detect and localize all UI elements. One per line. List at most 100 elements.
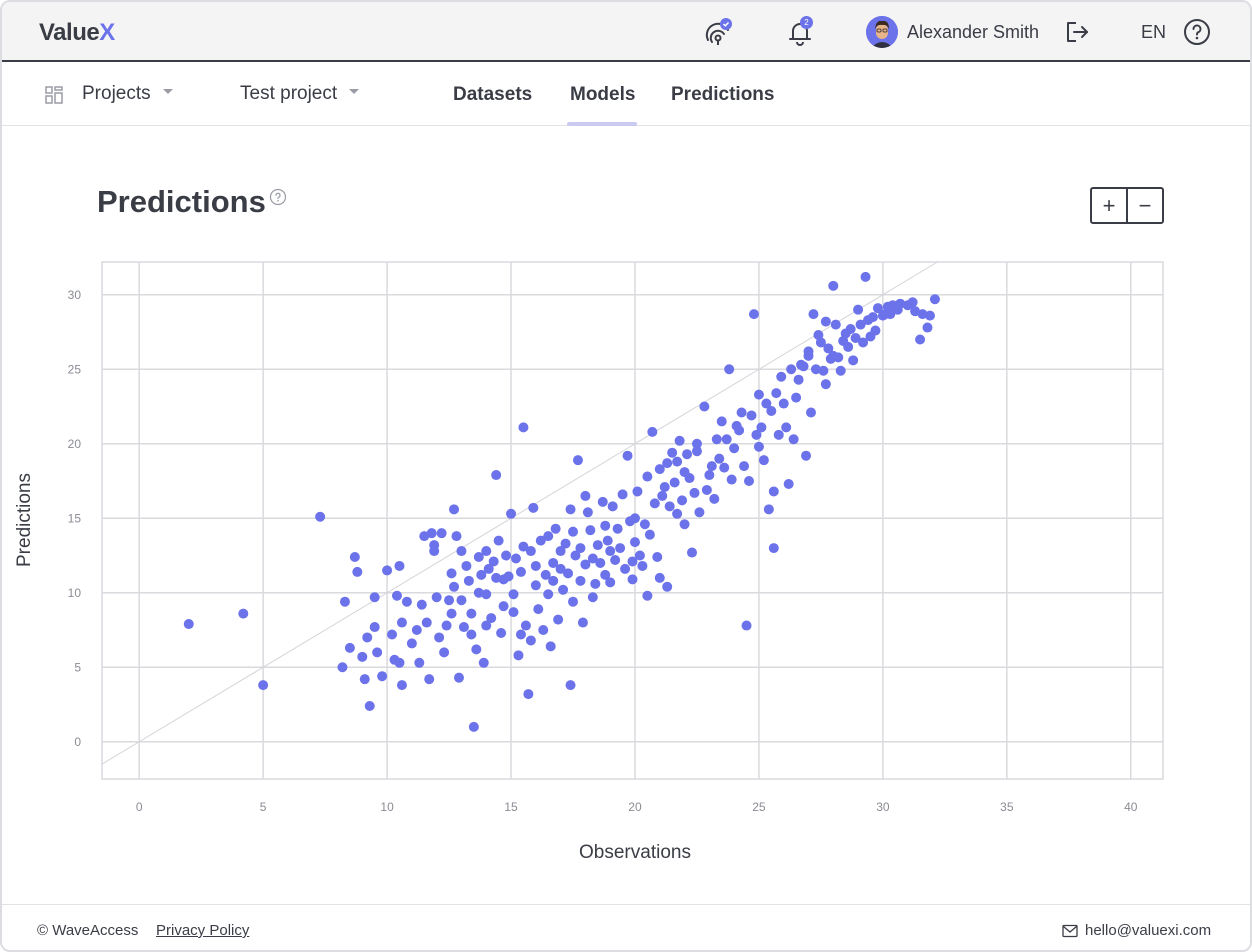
projects-dropdown[interactable]: Projects [82, 83, 173, 105]
x-tick-label: 15 [504, 800, 518, 814]
data-point [456, 546, 467, 557]
x-tick-label: 20 [628, 800, 642, 814]
data-point [739, 461, 750, 472]
data-point [466, 608, 477, 619]
model-status-icon[interactable] [702, 16, 734, 48]
data-point [444, 595, 455, 606]
data-point [560, 538, 571, 549]
data-point [600, 569, 611, 580]
data-point [508, 589, 519, 600]
data-point [605, 577, 616, 588]
tab-models[interactable]: Models [570, 84, 636, 105]
data-point [895, 298, 906, 309]
data-point [667, 447, 678, 458]
y-axis-label: Predictions [14, 473, 35, 567]
data-point [575, 575, 586, 586]
data-point [449, 504, 460, 515]
contact-email-link[interactable]: hello@valuexi.com [1085, 922, 1212, 939]
data-point [786, 364, 797, 375]
zoom-out-button[interactable]: − [1126, 189, 1162, 222]
data-point [377, 671, 388, 682]
zoom-in-button[interactable]: + [1102, 192, 1116, 218]
data-point [481, 589, 492, 600]
notifications-bell-icon[interactable]: 2 [784, 16, 816, 48]
data-point [672, 456, 683, 467]
data-point [580, 559, 591, 570]
data-point [803, 346, 814, 357]
data-point [674, 435, 685, 446]
data-point [382, 565, 393, 576]
privacy-policy-link[interactable]: Privacy Policy [156, 922, 250, 939]
data-point [558, 584, 569, 595]
data-point [657, 490, 668, 501]
footer: © WaveAccess Privacy Policy hello@valuex… [2, 904, 1250, 950]
data-point [575, 543, 586, 554]
data-point [369, 592, 380, 603]
data-point [736, 407, 747, 418]
y-tick-label: 10 [68, 586, 82, 600]
data-point [808, 309, 819, 320]
tab-datasets[interactable]: Datasets [453, 84, 533, 105]
data-point [820, 316, 831, 327]
data-point [501, 550, 512, 561]
language-selector[interactable]: EN [1141, 22, 1167, 42]
projects-label: Projects [82, 83, 151, 104]
data-point [543, 531, 554, 542]
data-point [622, 450, 633, 461]
data-point [344, 642, 355, 653]
data-point [734, 425, 745, 436]
identity-line [101, 261, 938, 765]
data-point [483, 563, 494, 574]
data-point [364, 700, 375, 711]
user-avatar[interactable] [866, 16, 898, 48]
data-point [258, 680, 269, 691]
data-point [763, 504, 774, 515]
data-point [815, 337, 826, 348]
data-point [843, 341, 854, 352]
logout-icon[interactable] [1061, 16, 1093, 48]
data-point [565, 504, 576, 515]
copyright-text: © WaveAccess [37, 922, 139, 939]
data-point [520, 620, 531, 631]
data-point [453, 672, 464, 683]
data-point [627, 574, 638, 585]
data-point [753, 441, 764, 452]
data-point [870, 325, 881, 336]
project-dropdown[interactable]: Test project [240, 83, 360, 105]
app-logo[interactable]: ValueX [39, 19, 115, 47]
data-point [820, 379, 831, 390]
data-point [498, 601, 509, 612]
data-point [627, 556, 638, 567]
data-point [429, 546, 440, 557]
data-point [781, 422, 792, 433]
chevron-down-icon [162, 89, 173, 95]
data-point [858, 337, 869, 348]
x-tick-label: 35 [1000, 800, 1014, 814]
data-point [493, 535, 504, 546]
data-point [778, 398, 789, 409]
data-point [585, 525, 596, 536]
data-point [706, 461, 717, 472]
data-point [538, 625, 549, 636]
y-tick-label: 25 [68, 362, 82, 376]
x-tick-label: 5 [260, 800, 267, 814]
grid-apps-icon[interactable] [45, 86, 63, 104]
logo-accent: X [99, 19, 115, 46]
data-point [602, 535, 613, 546]
data-point [461, 560, 472, 571]
top-header: ValueX 2 [2, 2, 1250, 62]
data-point [394, 657, 405, 668]
data-point [523, 689, 534, 700]
data-point [612, 523, 623, 534]
data-point [550, 523, 561, 534]
tab-predictions[interactable]: Predictions [671, 84, 775, 105]
data-point [629, 513, 640, 524]
question-icon[interactable] [269, 188, 287, 206]
chart-points [183, 271, 940, 732]
data-point [639, 519, 650, 530]
data-point [620, 563, 631, 574]
data-point [411, 625, 422, 636]
user-name[interactable]: Alexander Smith [907, 22, 1040, 42]
help-icon[interactable] [1181, 16, 1213, 48]
